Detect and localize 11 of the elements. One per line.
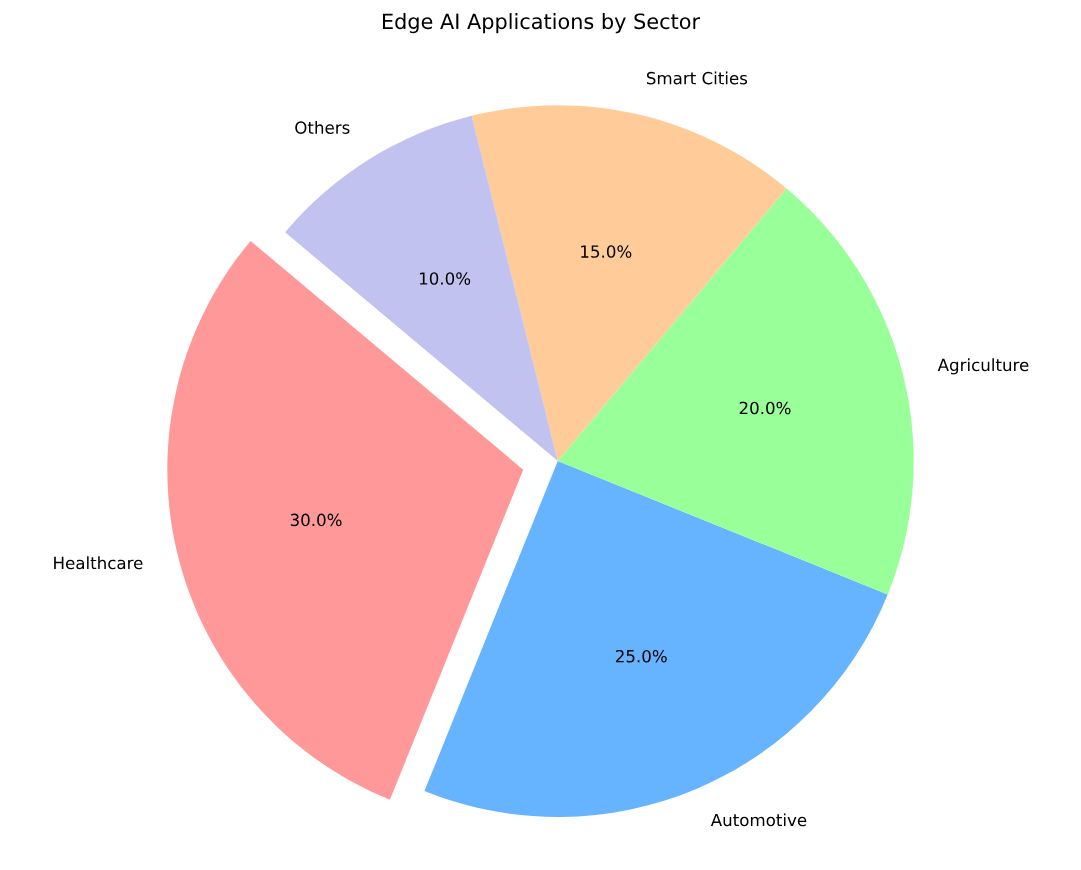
slice-label: Agriculture xyxy=(937,358,1029,375)
data-label: 15.0% xyxy=(581,245,632,258)
data-label: 10.0% xyxy=(419,272,471,285)
data-label: 20.0% xyxy=(739,401,791,415)
data-label: 30.0% xyxy=(290,513,342,527)
slice-label: Healthcare xyxy=(54,556,143,570)
slice-label: Automotive xyxy=(710,813,807,827)
chart-title: Edge AI Applications by Sector xyxy=(382,13,701,34)
slice-label: Smart Cities xyxy=(646,71,748,85)
slice-label: Others xyxy=(295,121,350,134)
data-label: 25.0% xyxy=(615,649,667,663)
